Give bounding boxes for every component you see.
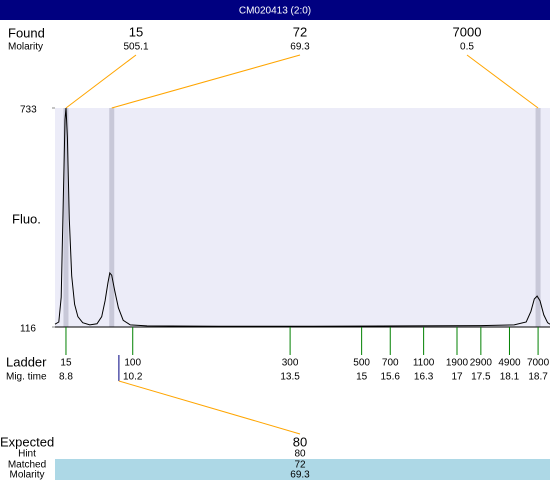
ladder-size: 7000 [527, 358, 550, 369]
title-bar [0, 0, 550, 20]
ladder-mig-time: 15 [356, 372, 368, 383]
title: CM020413 (2:0) [239, 6, 311, 17]
matched-label: Matched [8, 460, 46, 471]
ladder-mig-time: 18.7 [528, 372, 548, 383]
expected-matched: 72 [294, 460, 306, 471]
ladder-mig-time: 15.6 [381, 372, 401, 383]
ladder-mig-time: 10.2 [123, 372, 143, 383]
found-label: Found [8, 25, 45, 40]
matched-band [55, 459, 550, 480]
ladder-mig-time: 17 [451, 372, 463, 383]
ladder-mig-time: 8.8 [59, 372, 73, 383]
ladder-size: 500 [353, 358, 370, 369]
expected-hint: 80 [294, 449, 306, 460]
found-size: 15 [129, 24, 143, 39]
plot-area [55, 108, 550, 327]
found-size: 7000 [453, 24, 482, 39]
peak-connector [466, 54, 539, 109]
found-molarity: 505.1 [123, 42, 148, 53]
ladder-size: 700 [382, 358, 399, 369]
found-sub-label: Molarity [8, 42, 43, 53]
y-tick-label: 116 [20, 324, 36, 335]
expected-connector [118, 380, 301, 435]
peak-band [535, 108, 541, 327]
ladder-sub-label: Mig. time [6, 372, 47, 383]
ladder-size: 1900 [446, 358, 469, 369]
peak-band [63, 108, 69, 327]
ladder-mig-time: 13.5 [280, 372, 300, 383]
peak-connector [111, 54, 301, 109]
ladder-size: 300 [282, 358, 299, 369]
hint-label: Hint [18, 449, 36, 460]
found-molarity: 0.5 [460, 42, 474, 53]
peak-band [109, 108, 115, 327]
ladder-size: 100 [124, 358, 141, 369]
trace [54, 107, 550, 327]
molarity-label: Molarity [9, 470, 44, 480]
y-axis-label: Fluo. [12, 211, 41, 226]
expected-size: 80 [293, 434, 307, 449]
ladder-label: Ladder [6, 354, 47, 369]
ladder-size: 15 [60, 358, 72, 369]
ladder-size: 4900 [498, 358, 521, 369]
peak-connector [65, 54, 137, 109]
expected-molarity: 69.3 [290, 470, 310, 480]
found-molarity: 69.3 [290, 42, 310, 53]
found-size: 72 [293, 24, 307, 39]
ladder-size: 1100 [413, 358, 435, 369]
expected-label: Expected [0, 434, 54, 449]
ladder-mig-time: 16.3 [414, 372, 434, 383]
y-tick-label: 733 [20, 105, 37, 116]
ladder-mig-time: 17.5 [471, 372, 491, 383]
ladder-mig-time: 18.1 [500, 372, 520, 383]
ladder-size: 2900 [470, 358, 493, 369]
